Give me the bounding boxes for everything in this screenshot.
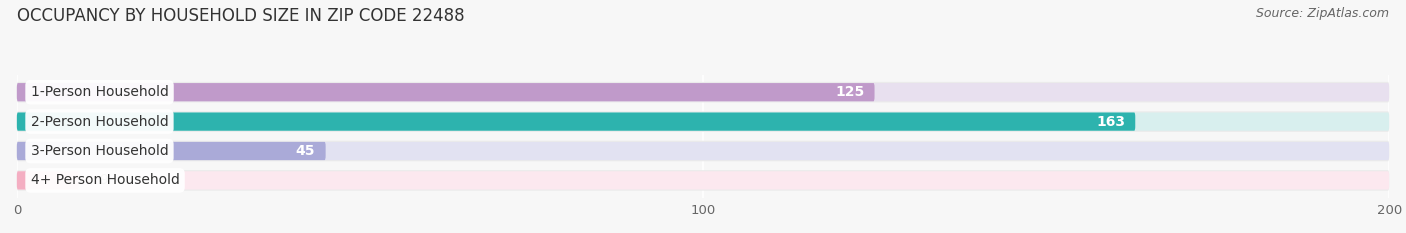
Text: 9: 9	[100, 173, 108, 187]
FancyBboxPatch shape	[17, 142, 326, 160]
FancyBboxPatch shape	[17, 111, 1389, 132]
Text: 2-Person Household: 2-Person Household	[31, 115, 169, 129]
FancyBboxPatch shape	[17, 82, 1389, 103]
FancyBboxPatch shape	[17, 113, 1389, 131]
Text: 3-Person Household: 3-Person Household	[31, 144, 169, 158]
FancyBboxPatch shape	[17, 83, 875, 101]
Text: 1-Person Household: 1-Person Household	[31, 85, 169, 99]
Text: 163: 163	[1095, 115, 1125, 129]
FancyBboxPatch shape	[17, 141, 1389, 161]
FancyBboxPatch shape	[17, 142, 1389, 160]
Text: 4+ Person Household: 4+ Person Household	[31, 173, 180, 187]
FancyBboxPatch shape	[17, 83, 1389, 101]
Text: Source: ZipAtlas.com: Source: ZipAtlas.com	[1256, 7, 1389, 20]
Text: 125: 125	[835, 85, 865, 99]
FancyBboxPatch shape	[17, 113, 1135, 131]
Text: OCCUPANCY BY HOUSEHOLD SIZE IN ZIP CODE 22488: OCCUPANCY BY HOUSEHOLD SIZE IN ZIP CODE …	[17, 7, 464, 25]
FancyBboxPatch shape	[17, 171, 79, 189]
Text: 45: 45	[295, 144, 315, 158]
FancyBboxPatch shape	[17, 170, 1389, 191]
FancyBboxPatch shape	[17, 171, 1389, 189]
